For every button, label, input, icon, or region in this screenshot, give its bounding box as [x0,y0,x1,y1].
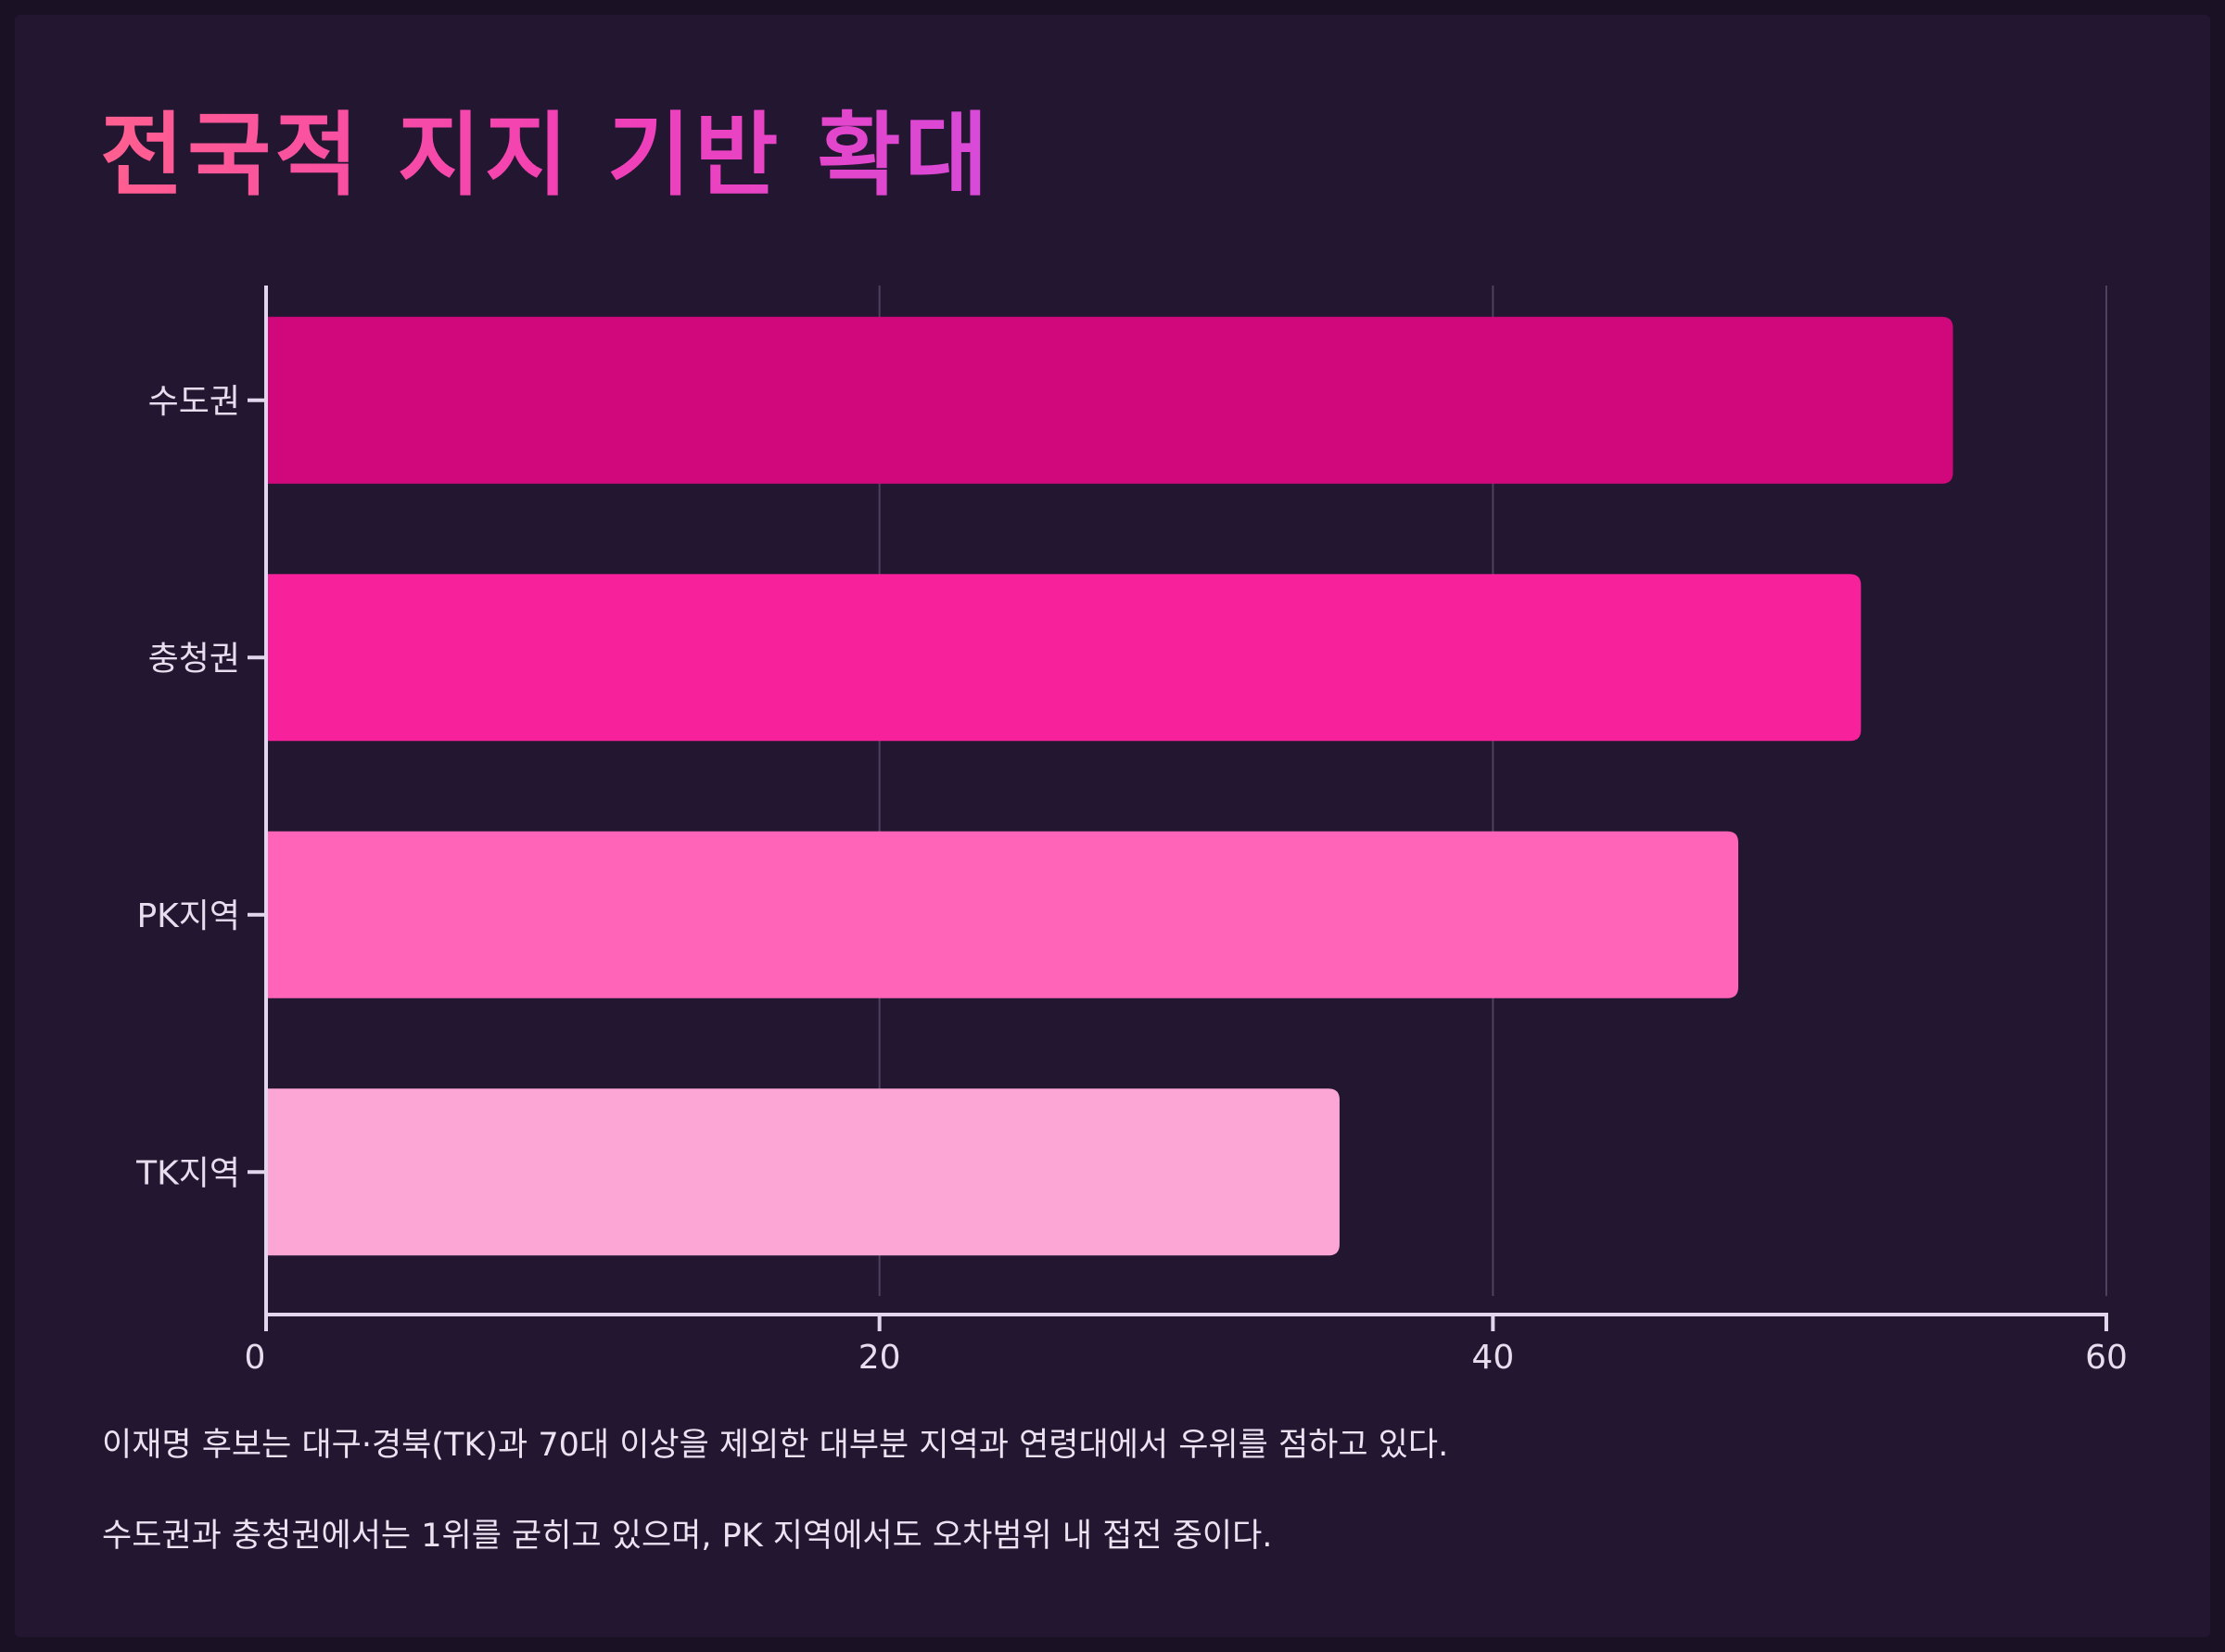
x-tick-label-3: 60 [2085,1339,2128,1377]
bar-3 [266,831,1738,998]
category-label-1: 수도권 [148,383,240,421]
x-tick-label-2: 40 [1471,1339,1514,1377]
x-tick-label-0: 0 [245,1339,266,1377]
bar-2 [266,574,1862,742]
bar-4 [266,1088,1340,1256]
chart-card [15,15,2210,1637]
category-label-3: PK지역 [136,897,240,935]
page-title: 전국적 지지 기반 확대 [100,82,992,213]
caption-summary: 이재명 후보는 대구·경북(TK)과 70대 이상을 제외한 대부분 지역과 연… [102,1427,1449,1464]
category-label-4: TK지역 [135,1154,240,1192]
bar-1 [266,316,1953,484]
caption-detail: 수도권과 충청권에서는 1위를 굳히고 있으며, PK 지역에서도 오차범위 내… [102,1518,1273,1555]
x-tick-label-1: 20 [858,1339,901,1377]
category-label-2: 충청권 [148,640,240,678]
